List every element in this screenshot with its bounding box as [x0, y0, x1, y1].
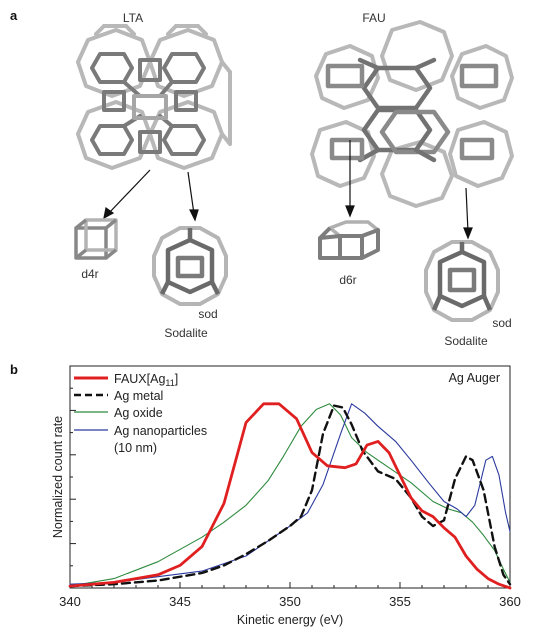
fau-framework: FAU [310, 11, 514, 348]
lta-label: LTA [123, 11, 143, 25]
legend-faux-main: FAUX[Ag [114, 372, 165, 386]
x-tick-label-340: 340 [59, 594, 81, 609]
series-line-faux-ag11 [68, 402, 512, 590]
panel-b-letter: b [10, 362, 18, 377]
legend-label-ag-metal: Ag metal [114, 389, 163, 403]
y-axis-ticks [70, 365, 76, 589]
legend-faux-tail: ] [175, 372, 178, 386]
sodalite-lta-name: Sodalite [164, 326, 208, 340]
series-line-ag-oxide [69, 403, 511, 587]
x-axis-tick-labels: 340 345 350 355 360 [59, 594, 521, 609]
x-axis-ticks [69, 582, 511, 588]
x-axis-title: Kinetic energy (eV) [237, 613, 343, 627]
legend-label-faux-ag11: FAUX[Ag11] [114, 372, 178, 388]
y-axis-title: Normalized count rate [51, 416, 65, 538]
series-lines [68, 402, 512, 590]
lta-framework-drawing [76, 24, 232, 170]
chart-annotation: Ag Auger [449, 371, 500, 385]
legend: FAUX[Ag11] Ag metal Ag oxide Ag nanopart… [74, 372, 207, 455]
d6r-label: d6r [339, 273, 356, 287]
fau-label: FAU [362, 11, 385, 25]
d6r-unit [318, 220, 380, 260]
x-tick-label-355: 355 [389, 594, 411, 609]
lta-framework: LTA [74, 11, 232, 340]
d4r-unit [74, 218, 118, 260]
legend-label-ag-oxide: Ag oxide [114, 406, 163, 420]
panel-a: a LTA [10, 8, 514, 348]
legend-label-ag-nanoparticles: Ag nanoparticles [114, 424, 207, 438]
d4r-label: d4r [81, 267, 98, 281]
legend-label-ag-nanoparticles-size: (10 nm) [114, 441, 157, 455]
x-tick-label-350: 350 [279, 594, 301, 609]
sod-lta-label: sod [198, 307, 217, 321]
sodalite-cage-lta [152, 226, 228, 306]
sodalite-cage-fau [424, 240, 500, 322]
x-tick-label-360: 360 [499, 594, 521, 609]
x-tick-label-345: 345 [169, 594, 191, 609]
sod-fau-label: sod [492, 316, 511, 330]
sodalite-fau-name: Sodalite [444, 334, 488, 348]
lta-arrows [103, 169, 199, 222]
panel-b: b 340 345 350 355 360 Ag Auger Kinetic energ… [10, 362, 521, 627]
legend-faux-sub: 11 [165, 378, 174, 388]
fau-arrows [345, 140, 473, 240]
panel-a-letter: a [10, 8, 18, 23]
chart: 340 345 350 355 360 Ag Auger Kinetic energy … [51, 365, 521, 627]
fau-framework-drawing [310, 20, 514, 208]
series-line-ag-metal [68, 404, 512, 588]
